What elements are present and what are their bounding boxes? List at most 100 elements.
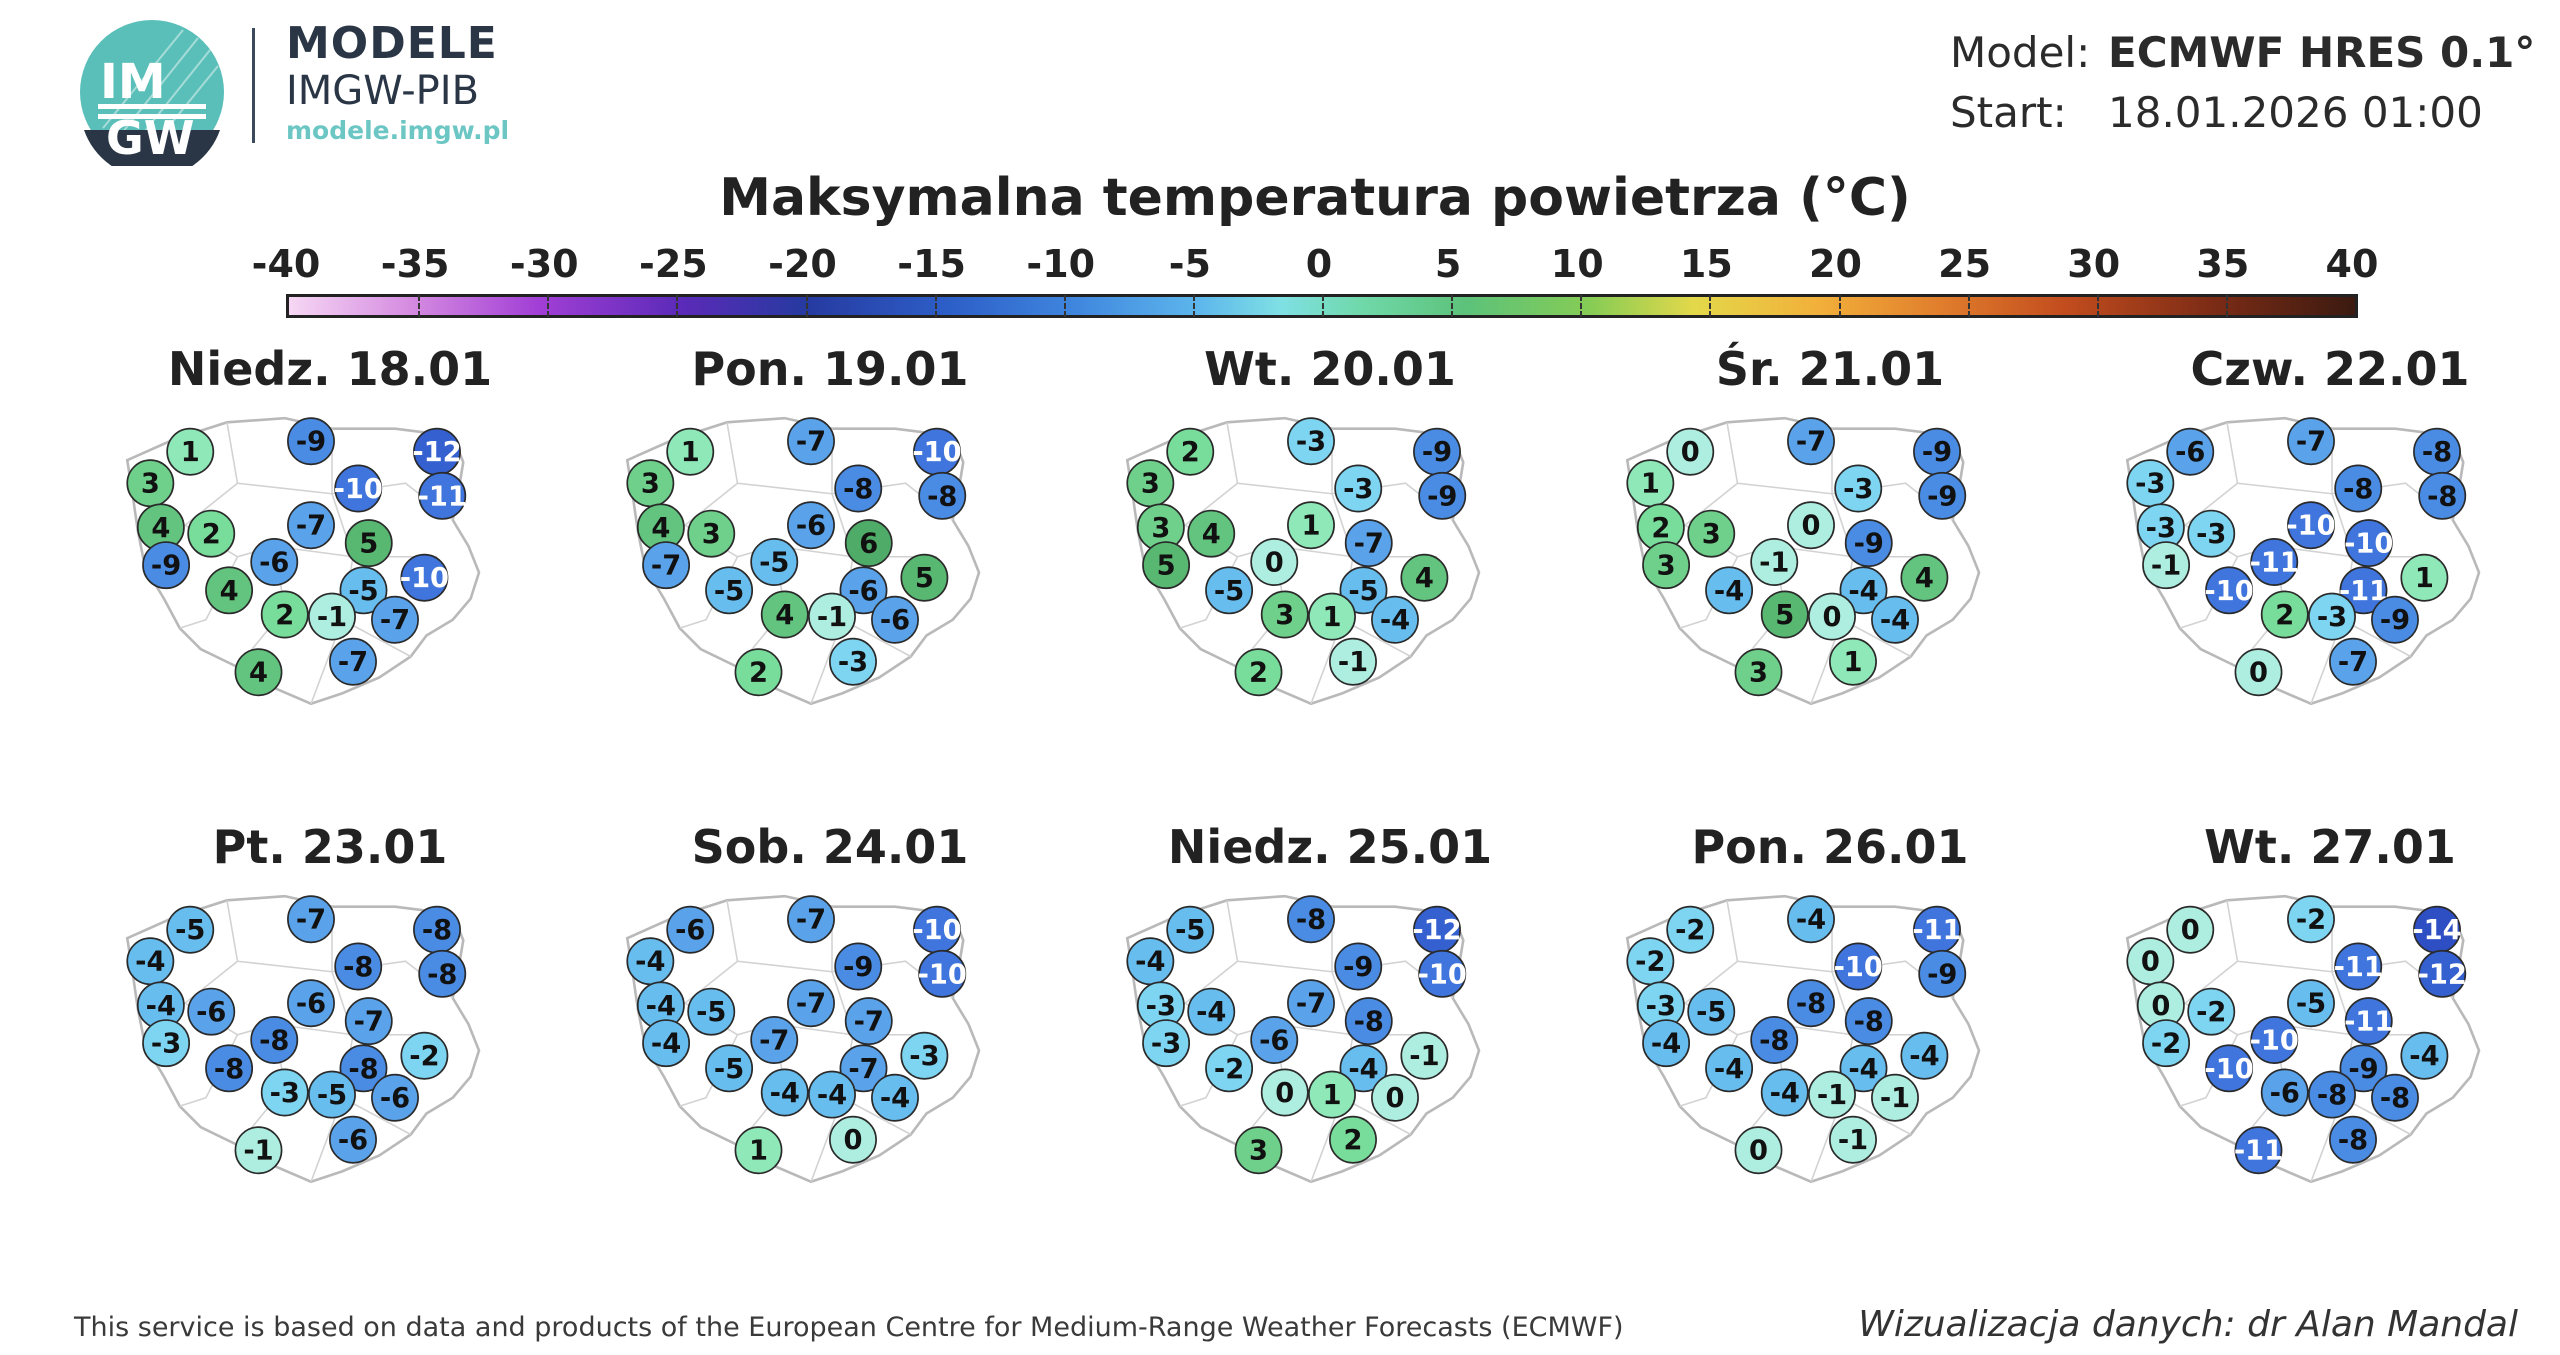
station-marker: 3 (126, 459, 175, 508)
station-marker: -4 (1126, 937, 1175, 986)
station-marker: -8 (1787, 979, 1835, 1028)
station-circle (1260, 1068, 1309, 1117)
station-marker: -6 (2260, 1068, 2309, 1117)
station-marker: 2 (1166, 427, 1215, 476)
station-marker: -1 (2142, 541, 2191, 590)
station-marker: -11 (2250, 538, 2299, 586)
station-marker: -7 (2287, 417, 2335, 466)
station-temperature: -4 (646, 991, 676, 1022)
station-temperature: 2 (1249, 658, 1268, 689)
station-temperature: -4 (2409, 1041, 2439, 1072)
station-marker: -8 (2334, 464, 2383, 513)
station-circle (2344, 519, 2393, 568)
station-marker: 2 (734, 648, 783, 697)
station-marker: -3 (1142, 1019, 1191, 1068)
station-circle (705, 1044, 754, 1093)
station-marker: 4 (205, 566, 254, 615)
station-marker: -1 (1871, 1073, 1919, 1122)
station-temperature: 0 (1802, 511, 1821, 542)
station-circle (900, 1031, 949, 1080)
station-temperature: -11 (1912, 915, 1961, 946)
station-marker: -8 (2371, 1073, 2419, 1122)
station-temperature: 6 (859, 529, 878, 560)
forecast-panel: Niedz. 25.01 -5 -8 -12 -4 -9 -10 -3 -7 -4 -8 -3 -6 -1… (1080, 820, 1580, 1300)
station-circle (339, 566, 388, 615)
forecast-panel: Czw. 22.01 -6 -7 -8 -3 -8 -8 -3 -10 -3 -10 -1 -11 1 -1… (2080, 342, 2560, 822)
station-marker: -2 (1666, 905, 1715, 954)
station-circle (1787, 895, 1835, 944)
station-marker: -6 (2166, 427, 2215, 476)
station-marker: -4 (1760, 1068, 1809, 1117)
panel-date-title: Niedz. 18.01 (167, 342, 493, 396)
colorbar-tick-label: -35 (380, 242, 450, 286)
station-temperature: -1 (1409, 1041, 1439, 1072)
station-marker: -9 (1844, 519, 1893, 568)
station-marker: -11 (418, 471, 467, 520)
station-marker: -7 (1787, 417, 1835, 466)
station-circle (666, 427, 715, 476)
station-marker: -9 (1918, 949, 1967, 998)
station-temperature: -11 (2344, 1007, 2393, 1038)
station-temperature: -4 (1196, 997, 1226, 1028)
map-title: Maksymalna temperatura powietrza (°C) (719, 168, 1911, 228)
imgw-logo-badge: IM GW (80, 20, 224, 166)
station-temperature: -4 (1348, 1054, 1378, 1085)
station-temperature: -4 (1380, 605, 1410, 636)
station-temperature: -1 (243, 1136, 273, 1167)
station-circle (2250, 538, 2299, 586)
start-value: 18.01.2026 01:00 (2108, 88, 2483, 137)
panel-date-title: Śr. 21.01 (1715, 342, 1945, 396)
station-temperature: 0 (2141, 947, 2160, 978)
station-circle (234, 1126, 283, 1175)
station-marker: -9 (287, 417, 335, 466)
station-circle (2334, 464, 2383, 513)
station-temperature: 5 (915, 563, 934, 594)
station-temperature: -9 (1922, 437, 1952, 468)
colorbar-tick-label: -10 (1026, 242, 1096, 286)
station-marker: 3 (1260, 590, 1309, 639)
colorbar-tick-label: -25 (639, 242, 708, 286)
station-circle (2308, 1070, 2356, 1119)
station-circle (308, 592, 356, 641)
station-temperature: -7 (1354, 529, 1384, 560)
panel-date-title: Pon. 19.01 (691, 342, 969, 396)
station-circle (687, 987, 736, 1036)
station-temperature: -8 (2343, 474, 2373, 505)
station-temperature: -4 (817, 1080, 847, 1111)
station-marker: 5 (344, 519, 393, 568)
station-circle (1918, 949, 1967, 998)
colorbar-tick-label: 0 (1305, 242, 1333, 286)
station-marker: -3 (829, 637, 877, 686)
station-marker: -8 (1287, 895, 1335, 944)
station-temperature: -3 (2135, 469, 2165, 500)
station-marker: -11 (2344, 997, 2393, 1046)
station-circle (1839, 1044, 1888, 1093)
station-temperature: -3 (270, 1078, 300, 1109)
station-temperature: -7 (296, 511, 326, 542)
station-marker: -7 (839, 1044, 888, 1093)
station-temperature: -6 (196, 997, 226, 1028)
station-marker: -10 (2250, 1016, 2299, 1064)
station-temperature: 4 (249, 658, 268, 689)
station-temperature: 3 (1249, 1136, 1268, 1167)
station-marker: 4 (1187, 509, 1236, 558)
station-temperature: -6 (2270, 1078, 2300, 1109)
station-temperature: 1 (1844, 647, 1863, 678)
station-marker: 0 (2126, 937, 2175, 986)
station-marker: -4 (626, 937, 675, 986)
station-circle (418, 471, 467, 520)
station-temperature: -6 (338, 1125, 368, 1156)
station-marker: -7 (750, 1016, 799, 1064)
logo-badge-bottom: GW (106, 111, 195, 165)
station-marker: -7 (844, 997, 893, 1046)
station-marker: -1 (1808, 1070, 1856, 1119)
station-temperature: -6 (2175, 437, 2205, 468)
station-temperature: -10 (334, 474, 383, 505)
station-marker: -8 (834, 464, 883, 513)
temperature-colorbar (286, 294, 2358, 318)
colorbar-tick-label: 35 (2196, 242, 2250, 286)
station-temperature: -1 (1817, 1080, 1847, 1111)
station-circle (1418, 471, 1467, 520)
station-circle (1339, 566, 1388, 615)
station-marker: 5 (900, 553, 949, 602)
